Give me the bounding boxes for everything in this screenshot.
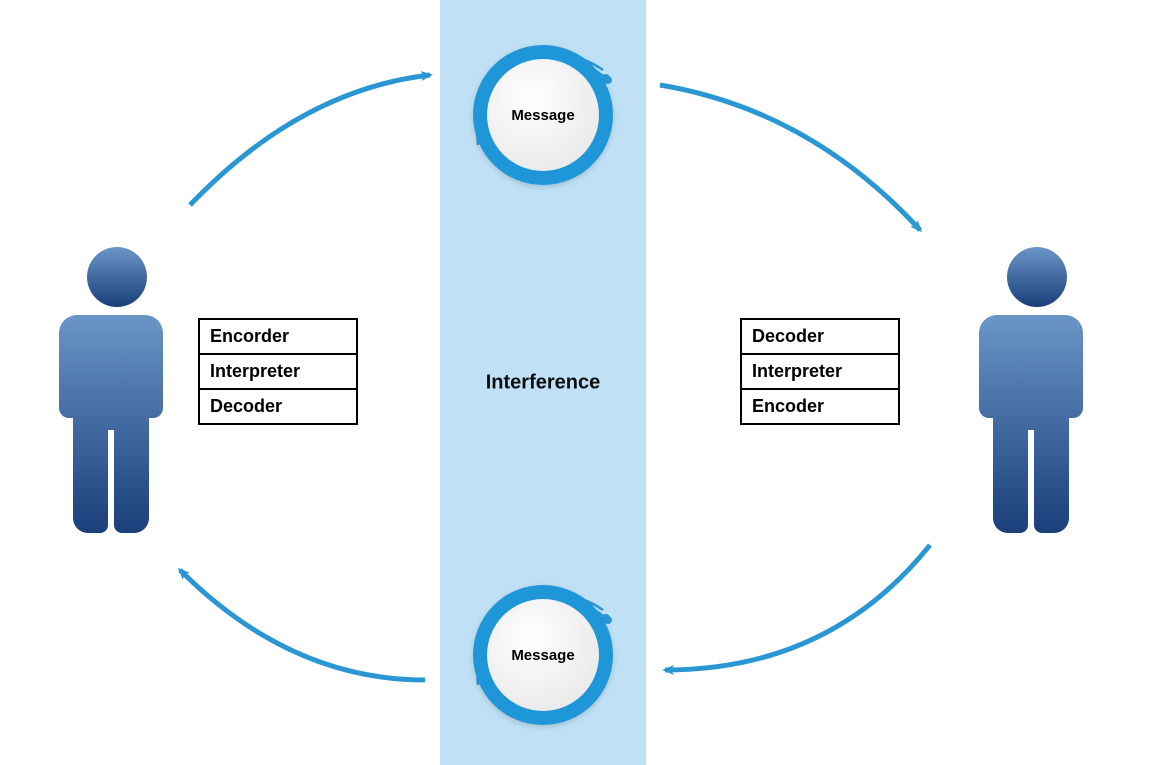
right-role-1: Interpreter (742, 355, 898, 390)
left-role-2: Decoder (200, 390, 356, 423)
message-node-bottom: Message (458, 570, 628, 740)
left-roles-box: Encorder Interpreter Decoder (198, 318, 358, 425)
person-right-icon (970, 245, 1105, 540)
message-node-top: Message (458, 30, 628, 200)
right-role-0: Decoder (742, 320, 898, 355)
person-left-icon (50, 245, 185, 540)
left-role-1: Interpreter (200, 355, 356, 390)
interference-label: Interference (486, 371, 601, 394)
right-roles-box: Decoder Interpreter Encoder (740, 318, 900, 425)
message-top-label: Message (487, 59, 599, 171)
left-role-0: Encorder (200, 320, 356, 355)
message-bottom-label: Message (487, 599, 599, 711)
right-role-2: Encoder (742, 390, 898, 423)
